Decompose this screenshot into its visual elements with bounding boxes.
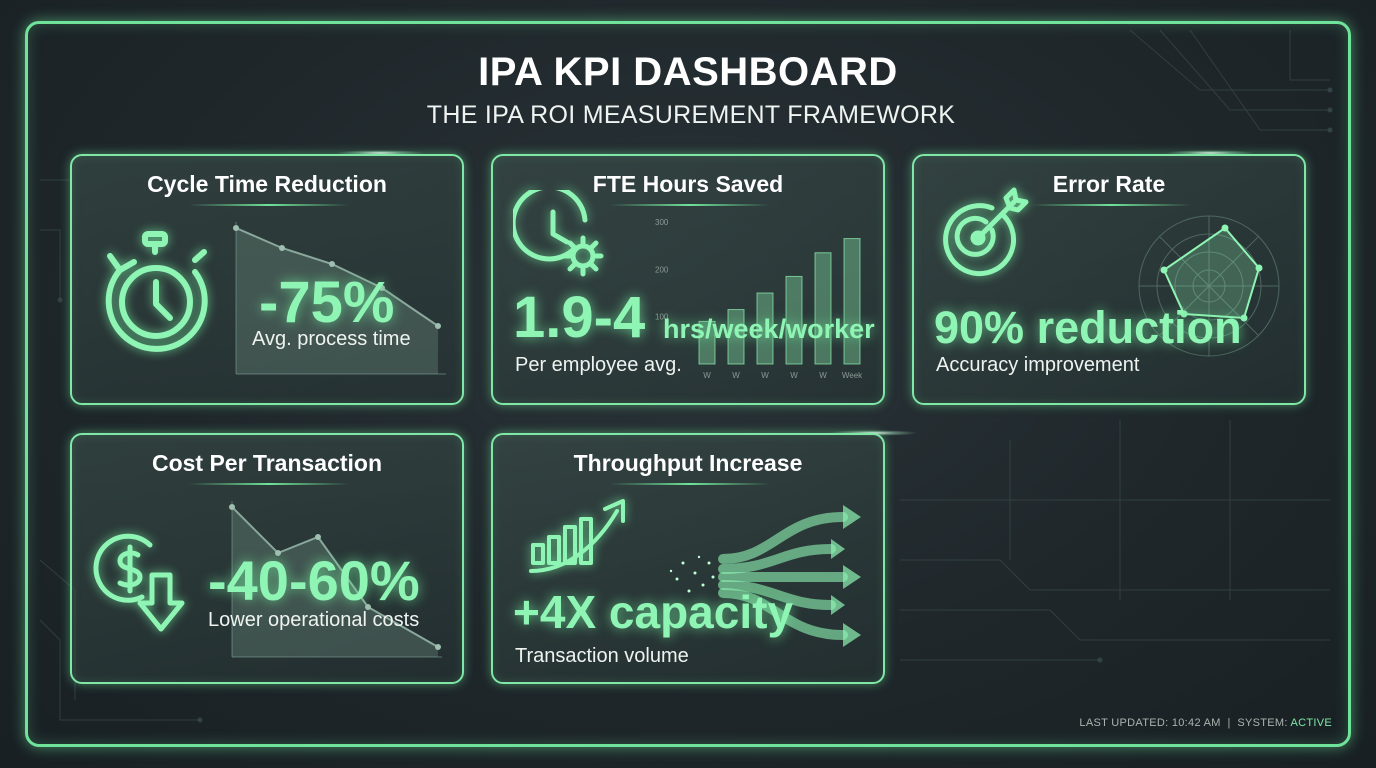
metric-caption: Lower operational costs: [208, 609, 420, 631]
card-throughput: Throughput Increase: [491, 433, 885, 684]
y-tick-label: 300: [655, 218, 669, 227]
stopwatch-icon: [100, 230, 220, 356]
trend-chart: [228, 497, 448, 662]
system-label: SYSTEM:: [1237, 717, 1288, 729]
y-tick-label: 200: [655, 265, 669, 274]
footer-separator: |: [1227, 717, 1231, 729]
card-title: Cycle Time Reduction: [147, 171, 387, 197]
page-subtitle: THE IPA ROI MEASUREMENT FRAMEWORK: [426, 101, 956, 129]
metric-value: -75%: [259, 270, 395, 335]
x-tick-label: W: [732, 371, 740, 380]
bar: [814, 252, 832, 365]
page-title: IPA KPI DASHBOARD: [478, 50, 898, 94]
x-tick-label: W: [761, 371, 769, 380]
metric-caption: Transaction volume: [515, 645, 689, 667]
status-footer: LAST UPDATED: 10:42 AM | SYSTEM: ACTIVE: [1079, 717, 1332, 729]
growth-arrow-icon: [527, 495, 637, 579]
flow-arrows-graphic: [663, 493, 873, 663]
last-updated-text: LAST UPDATED: 10:42 AM: [1079, 717, 1221, 729]
x-tick-label: W: [819, 371, 827, 380]
card-title: Cost Per Transaction: [151, 450, 383, 476]
radar-chart: [1124, 206, 1294, 376]
bar: [727, 309, 745, 365]
bar: [698, 320, 716, 365]
light-flare: [1165, 150, 1255, 156]
card-title: Throughput Increase: [573, 450, 803, 476]
title-divider: [610, 204, 770, 206]
x-tick-label: W: [703, 371, 711, 380]
title-divider: [189, 204, 349, 206]
y-tick-label: 100: [655, 313, 669, 322]
clock-gear-icon: [513, 190, 609, 282]
card-fte-hours: FTE Hours Saved 300 200 100 W W W W W Week 1.9-4…: [491, 154, 885, 405]
dollar-down-icon: [92, 525, 192, 635]
metric-caption: Per employee avg.: [515, 354, 682, 376]
x-tick-label: W: [790, 371, 798, 380]
metric-unit: hrs/week/worker: [663, 314, 875, 344]
bar: [785, 275, 803, 365]
bar: [756, 292, 774, 365]
bar-chart: 300 200 100 W W W W W Week: [643, 214, 873, 394]
metric-caption: Accuracy improvement: [936, 354, 1140, 376]
title-divider: [610, 483, 770, 485]
x-tick-label: Week: [842, 371, 863, 380]
title-divider: [1031, 204, 1191, 206]
system-status-badge: ACTIVE: [1290, 717, 1332, 729]
card-cycle-time: Cycle Time Reduction -75% Avg. process t…: [70, 154, 464, 405]
dashboard-frame: [25, 21, 1351, 747]
metric-value: 90% reduction: [934, 302, 1242, 353]
metric-value: +4X capacity: [513, 586, 794, 638]
bar: [843, 238, 861, 365]
trend-chart: [232, 218, 452, 378]
metric-caption: Avg. process time: [252, 328, 411, 350]
target-arrow-icon: [934, 186, 1034, 278]
card-title: FTE Hours Saved: [592, 171, 784, 197]
card-error-rate: Error Rate 90% reduction Accuracy impr: [912, 154, 1306, 405]
metric-value: 1.9-4: [513, 285, 646, 350]
title-divider: [189, 483, 349, 485]
light-flare: [335, 150, 425, 156]
card-title: Error Rate: [1052, 171, 1166, 197]
metric-value: -40-60%: [208, 549, 420, 612]
card-cost-per-transaction: Cost Per Transaction -40-60% Lower opera…: [70, 433, 464, 684]
